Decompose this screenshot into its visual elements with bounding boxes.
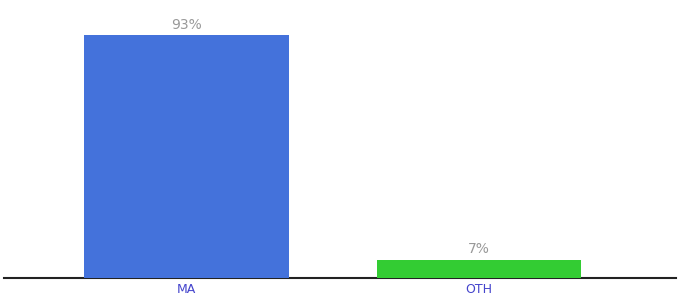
Bar	[84, 35, 289, 278]
Text: 93%: 93%	[171, 17, 202, 32]
Text: 7%: 7%	[468, 242, 490, 256]
Bar	[377, 260, 581, 278]
